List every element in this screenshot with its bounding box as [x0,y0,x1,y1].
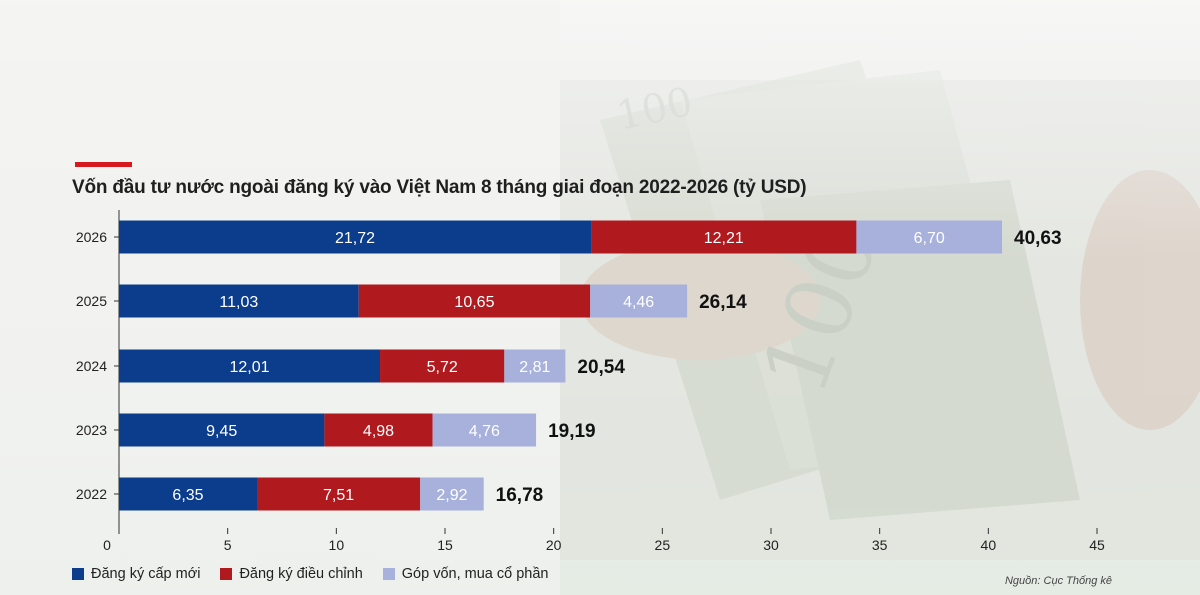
bar-total-label: 19,19 [548,421,596,442]
bar-total-label: 40,63 [1014,228,1062,249]
bar-value-label: 4,98 [363,423,394,440]
bar-segment [591,220,857,254]
legend-item-equity: Góp vốn, mua cổ phần [382,566,549,582]
x-tick-label: 35 [872,537,888,553]
category-label: 2025 [76,293,107,309]
legend-swatch-equity [382,568,395,580]
bar-segment [420,477,484,511]
category-label: 2024 [76,358,107,374]
legend-item-new: Đăng ký cấp mới [72,566,200,582]
x-tick-label: 25 [655,537,671,553]
bar-segment [119,477,258,511]
bar-value-label: 2,92 [436,487,467,504]
bar-value-label: 11,03 [219,294,258,311]
x-tick-label: 45 [1089,537,1105,553]
bar-value-label: 4,46 [623,294,654,311]
bar-segment [119,413,325,447]
x-tick-label: 0 [103,537,111,553]
bar-segment [119,284,359,318]
x-tick-label: 40 [981,537,997,553]
x-tick-label: 10 [329,537,345,553]
bar-segment [504,349,566,383]
bar-segment [432,413,537,447]
legend-label-new: Đăng ký cấp mới [91,566,201,582]
bar-value-label: 6,70 [914,230,945,247]
x-tick-label: 30 [763,537,779,553]
bar-total-label: 16,78 [496,485,544,506]
bar-segment [590,284,688,318]
bar-value-label: 6,35 [172,487,203,504]
category-label: 2022 [76,486,107,502]
legend-label-adjusted: Đăng ký điều chỉnh [239,566,363,582]
category-label: 2023 [76,422,107,438]
bar-segment [257,477,421,511]
x-tick-label: 15 [437,537,453,553]
legend-swatch-new [72,568,84,580]
title-accent-bar [75,162,132,167]
bar-value-label: 21,72 [335,230,375,247]
bar-segment [380,349,505,383]
bar-value-label: 7,51 [323,487,354,504]
bar-value-label: 9,45 [206,423,237,440]
bar-value-label: 5,72 [427,359,458,376]
bar-segment [119,220,592,254]
bar-total-label: 20,54 [577,357,625,378]
bar-segment [856,220,1003,254]
x-tick-label: 5 [224,537,232,553]
bar-value-label: 2,81 [519,359,550,376]
chart-title: Vốn đầu tư nước ngoài đăng ký vào Việt N… [72,177,807,198]
legend-swatch-adjusted [220,568,233,580]
bar-value-label: 12,21 [704,230,744,247]
x-tick-label: 20 [546,537,562,553]
bar-total-label: 26,14 [699,292,747,313]
bar-value-label: 10,65 [454,294,494,311]
bar-segment [119,349,381,383]
category-label: 2026 [76,229,107,245]
bar-value-label: 4,76 [469,423,500,440]
legend-item-adjusted: Đăng ký điều chỉnh [220,566,363,582]
bar-value-label: 12,01 [229,359,269,376]
bar-segment [324,413,433,447]
legend-label-equity: Góp vốn, mua cổ phần [401,566,549,582]
source-note: Nguồn: Cục Thống kê [1004,575,1112,587]
legend: Đăng ký cấp mới Đăng ký điều chỉnh Góp v… [72,566,548,582]
bar-segment [358,284,591,318]
